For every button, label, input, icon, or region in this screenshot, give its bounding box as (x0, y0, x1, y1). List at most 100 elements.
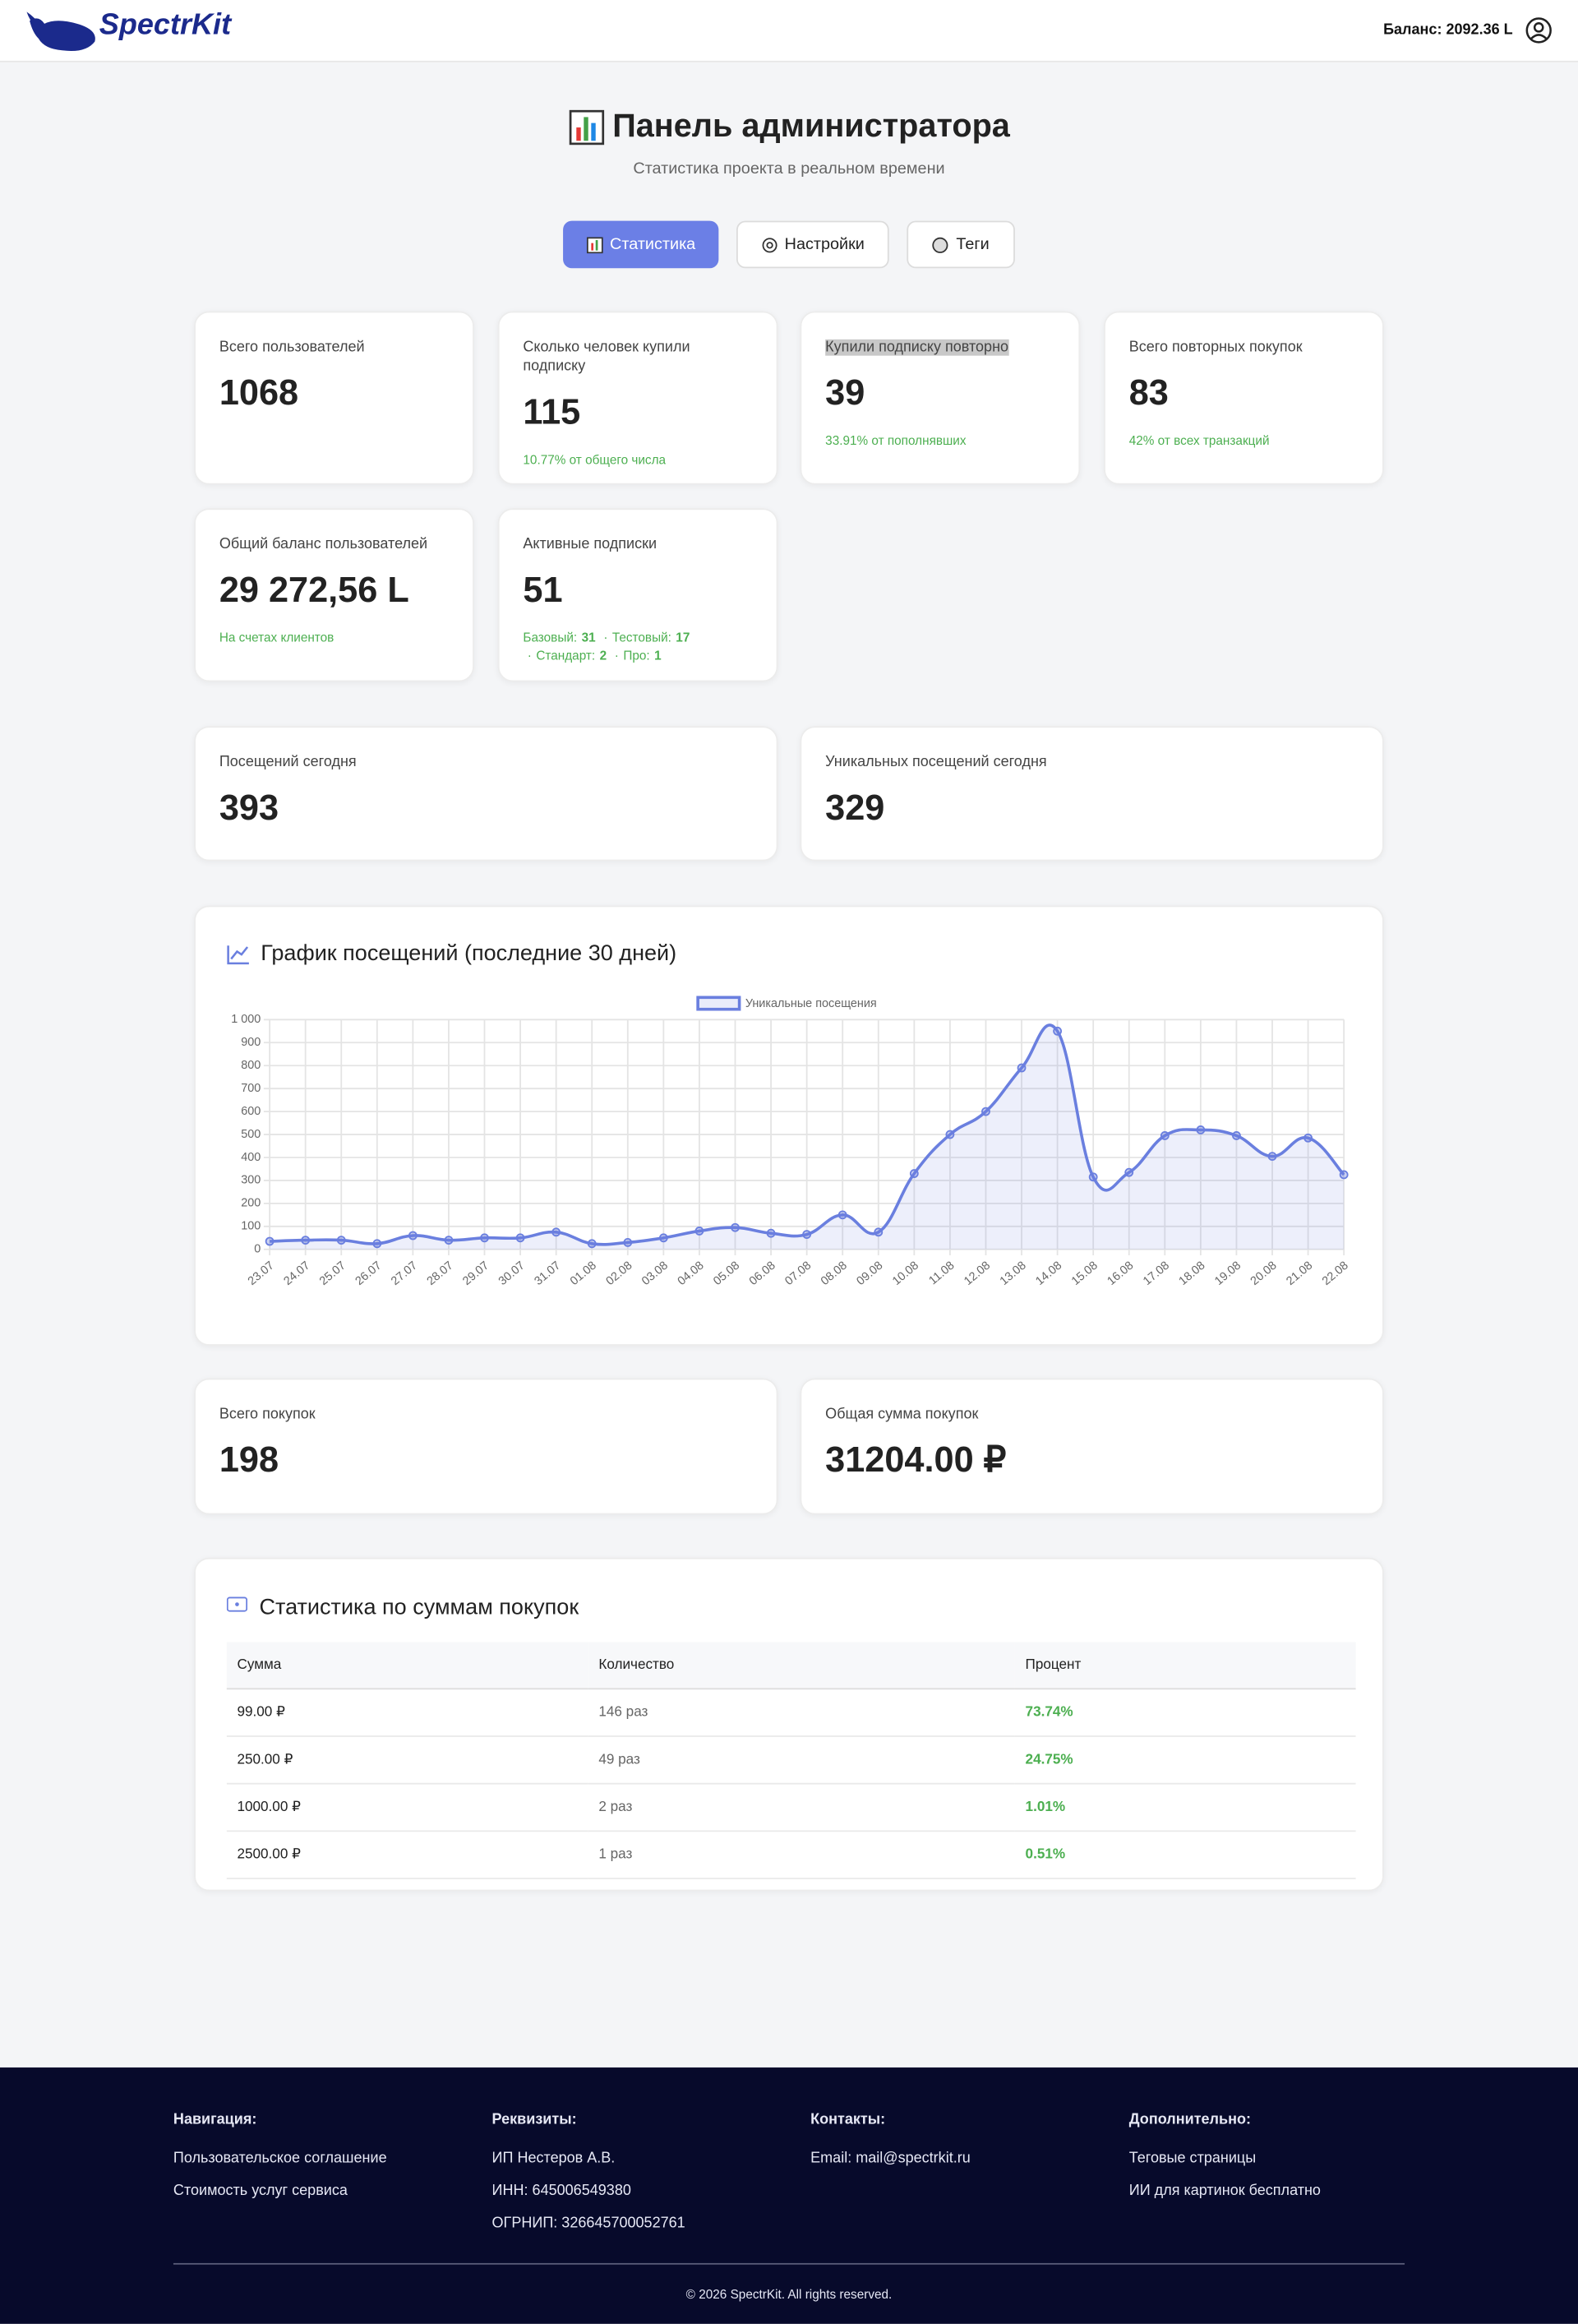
y-tick-label: 600 (241, 1105, 261, 1118)
table-row: 1000.00 ₽2 раз 1.01% (226, 1783, 1356, 1832)
plan-name: Стандарт: (536, 647, 596, 663)
y-tick-label: 900 (241, 1036, 261, 1049)
x-tick-label: 12.08 (962, 1259, 993, 1288)
x-tick-label: 30.07 (496, 1259, 528, 1288)
stat-card: Сколько человек купили подписку 115 10.77%… (497, 311, 778, 485)
table-cell: 1000.00 ₽ (226, 1783, 588, 1832)
footer-column: Реквизиты: ИП Нестеров А.В. ИНН: 645006549… (492, 2112, 685, 2247)
table-icon (226, 1596, 248, 1612)
stat-value: 1068 (219, 373, 299, 414)
stat-label: Посещений сегодня (219, 753, 753, 772)
stat-card: Купили подписку повторно 39 33.91% от попо… (800, 311, 1081, 485)
y-tick-label: 0 (254, 1243, 261, 1256)
footer-item[interactable]: Пользовательское соглашение (173, 2150, 387, 2167)
footer-title: Контакты: (810, 2112, 886, 2128)
x-tick-label: 31.07 (532, 1259, 563, 1288)
x-tick-label: 09.08 (854, 1259, 885, 1288)
table-card: Статистика по суммам покупок Сумма Количес… (194, 1557, 1384, 1892)
stat-label: Всего покупок (219, 1405, 753, 1424)
footer-item: ИП Нестеров А.В. (491, 2150, 616, 2167)
stat-note: На счетах клиентов (219, 630, 335, 645)
footer-item[interactable]: Теговые страницы (1128, 2150, 1257, 2167)
y-tick-label: 300 (241, 1174, 261, 1187)
table-cell: 2500.00 ₽ (226, 1831, 588, 1879)
column-header: Сумма (226, 1642, 588, 1690)
column-header: Процент (1014, 1642, 1356, 1690)
icon-part (761, 237, 777, 252)
stat-value: 29 272,56 L (219, 571, 409, 611)
chart: График посещений (последние 30 дней) Уник… (227, 940, 1351, 1288)
stat-label-text: Всего покупок (219, 1406, 316, 1423)
table-cell: 99.00 ₽ (226, 1689, 588, 1737)
point (587, 1239, 597, 1249)
x-tick-label: 16.08 (1105, 1259, 1136, 1288)
tab[interactable]: Теги (907, 220, 1015, 269)
point (1267, 1152, 1277, 1162)
footer-title: Навигация: (173, 2112, 257, 2128)
x-tick-label: 21.08 (1284, 1259, 1315, 1288)
separator: · (603, 630, 608, 645)
stat-card: Всего повторных покупок 83 42% от всех тра… (1104, 311, 1384, 485)
chart-title: График посещений (последние 30 дней) (261, 940, 676, 965)
x-tick-label: 19.08 (1212, 1259, 1243, 1288)
plan-count: 2 (599, 647, 607, 663)
point (1053, 1026, 1063, 1036)
x-tick-label: 01.08 (568, 1259, 599, 1288)
plan-name: Про: (623, 647, 650, 663)
x-tick-label: 24.07 (281, 1259, 312, 1288)
footer-item[interactable]: Email: mail@spectrkit.ru (810, 2150, 971, 2167)
x-tick-label: 18.08 (1177, 1259, 1208, 1288)
plan-count: 17 (676, 630, 690, 645)
icon-part (226, 1596, 248, 1612)
x-tick-label: 11.08 (926, 1259, 957, 1288)
table-cell: 250.00 ₽ (226, 1736, 588, 1785)
stat-value: 198 (219, 1440, 279, 1481)
plan-count: 1 (654, 647, 662, 663)
point (981, 1107, 990, 1116)
y-tick-label: 700 (241, 1082, 261, 1095)
stat-label-text: Купили подписку повторно (825, 339, 1009, 356)
footer-item[interactable]: Стоимость услуг сервиса (173, 2183, 348, 2200)
user-icon[interactable] (1525, 16, 1553, 44)
footer-column: Дополнительно: Теговые страницы ИИ для кар… (1129, 2112, 1321, 2214)
x-tick-label: 15.08 (1069, 1259, 1100, 1288)
stat-note: 42% от всех транзакций (1128, 432, 1270, 448)
tab-icon (932, 236, 948, 253)
x-tick-label: 26.07 (353, 1259, 385, 1288)
stat-card: Активные подписки 51 Базовый: 31 · Тестовый:… (497, 508, 778, 682)
chart-icon (227, 945, 249, 965)
point (372, 1239, 382, 1249)
y-tick-label: 1 000 (231, 1013, 261, 1026)
page-title: Панель администратора (0, 107, 1578, 146)
footer-item[interactable]: ИИ для картинок бесплатно (1128, 2183, 1321, 2200)
plan-count: 31 (581, 630, 596, 645)
point (1232, 1131, 1241, 1140)
tab-icon (761, 237, 777, 252)
tab[interactable]: Настройки (736, 220, 889, 269)
stat-value: 83 (1128, 373, 1169, 414)
plan-name: Базовый: (523, 630, 578, 645)
x-tick-label: 02.08 (604, 1259, 635, 1288)
icon-part (595, 239, 598, 250)
table-cell: 73.74% (1014, 1689, 1356, 1737)
stat-label: Активные подписки (523, 535, 752, 554)
x-tick-label: 07.08 (782, 1259, 814, 1288)
x-tick-label: 29.07 (460, 1259, 491, 1288)
footer: © 2026 SpectrKit. All rights reserved. Н… (0, 2067, 1578, 2324)
stat-label-text: Общий баланс пользователей (219, 536, 428, 553)
logo-icon (26, 12, 95, 52)
icon-part (765, 241, 773, 248)
stat-label-text: Уникальных посещений сегодня (825, 754, 1047, 771)
point (837, 1210, 847, 1220)
stat-label: Всего пользователей (219, 338, 449, 357)
x-tick-label: 04.08 (676, 1259, 707, 1288)
stat-label: Уникальных посещений сегодня (825, 753, 1359, 772)
point (766, 1228, 776, 1238)
stat-label: Общая сумма покупок (825, 1405, 1359, 1424)
x-tick-label: 17.08 (1141, 1259, 1172, 1288)
point (945, 1130, 955, 1139)
logo[interactable]: SpectrKit (99, 8, 232, 42)
tab[interactable]: Статистика (563, 220, 719, 269)
point (1088, 1172, 1098, 1182)
